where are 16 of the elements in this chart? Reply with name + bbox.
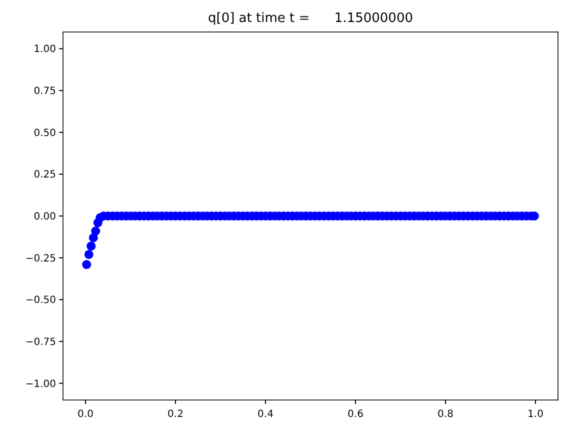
x-tick-label: 1.0 (528, 409, 544, 420)
y-tick-label: 0.00 (34, 212, 56, 222)
x-tick-label: 0.8 (438, 409, 454, 420)
y-tick-label: 0.50 (34, 128, 56, 139)
y-tick-label: 0.25 (34, 170, 56, 181)
x-tick-label: 0.4 (258, 409, 274, 420)
y-tick-label: −0.75 (25, 336, 56, 348)
x-tick-label: 0.0 (78, 409, 94, 420)
x-tick-label: 0.2 (168, 409, 184, 420)
y-tick-label: 1.00 (34, 44, 56, 56)
x-tick-label: 0.6 (348, 409, 364, 420)
chart-title: q[0] at time t = 1.15000000 (208, 11, 413, 26)
y-tick-label: −0.25 (25, 253, 56, 264)
y-tick-label: −0.50 (25, 295, 56, 306)
y-tick-label: 0.75 (34, 86, 56, 98)
y-tick-label: −1.00 (25, 378, 56, 390)
